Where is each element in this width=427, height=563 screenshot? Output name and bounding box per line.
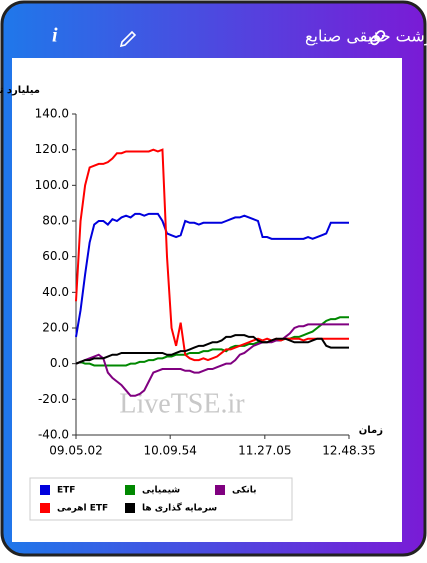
series-line [75, 212, 349, 338]
y-tick-label: 60.0 [42, 249, 69, 263]
legend-swatch [125, 503, 135, 513]
y-tick-label: -20.0 [38, 392, 69, 406]
series-line [75, 323, 349, 397]
edit-icon[interactable] [119, 30, 137, 48]
info-icon[interactable]: i [52, 25, 58, 47]
series-line [75, 148, 349, 362]
legend-label: شیمیایی [142, 486, 180, 496]
header-title: پول درشت حقیقی صنایع [305, 27, 427, 47]
y-tick-label: 20.0 [42, 321, 69, 335]
y-tick-label: -40.0 [38, 428, 69, 442]
y-tick-label: 0.0 [50, 356, 69, 370]
x-tick-label: 11.27.05 [238, 444, 291, 458]
y-tick-label: 40.0 [42, 285, 69, 299]
y-tick-label: 140.0 [35, 107, 69, 121]
legend-label: سرمایه گذاری ها [142, 502, 217, 514]
series-line [75, 334, 349, 365]
x-tick-label: 09.05.02 [49, 444, 102, 458]
y-axis-label: میلیارد تومان [0, 85, 40, 96]
watermark: LiveTSE.ir [119, 388, 245, 419]
legend [29, 477, 293, 521]
x-tick-label: 10.09.54 [143, 444, 196, 458]
y-tick-label: 100.0 [35, 178, 69, 192]
legend-swatch [125, 485, 135, 495]
legend-label: بانکی [232, 486, 256, 496]
x-tick-label: 12.48.35 [322, 444, 375, 458]
legend-label: ETF [57, 486, 75, 496]
y-tick-label: 120.0 [35, 142, 69, 156]
y-tick-label: 80.0 [42, 214, 69, 228]
legend-swatch [40, 485, 50, 495]
x-axis-label: زمان [359, 425, 383, 436]
panel [12, 58, 402, 542]
legend-swatch [40, 503, 50, 513]
legend-swatch [215, 485, 225, 495]
series-line [75, 316, 349, 367]
legend-label: اهرمی ETF [57, 504, 108, 514]
link-icon[interactable] [370, 30, 386, 46]
